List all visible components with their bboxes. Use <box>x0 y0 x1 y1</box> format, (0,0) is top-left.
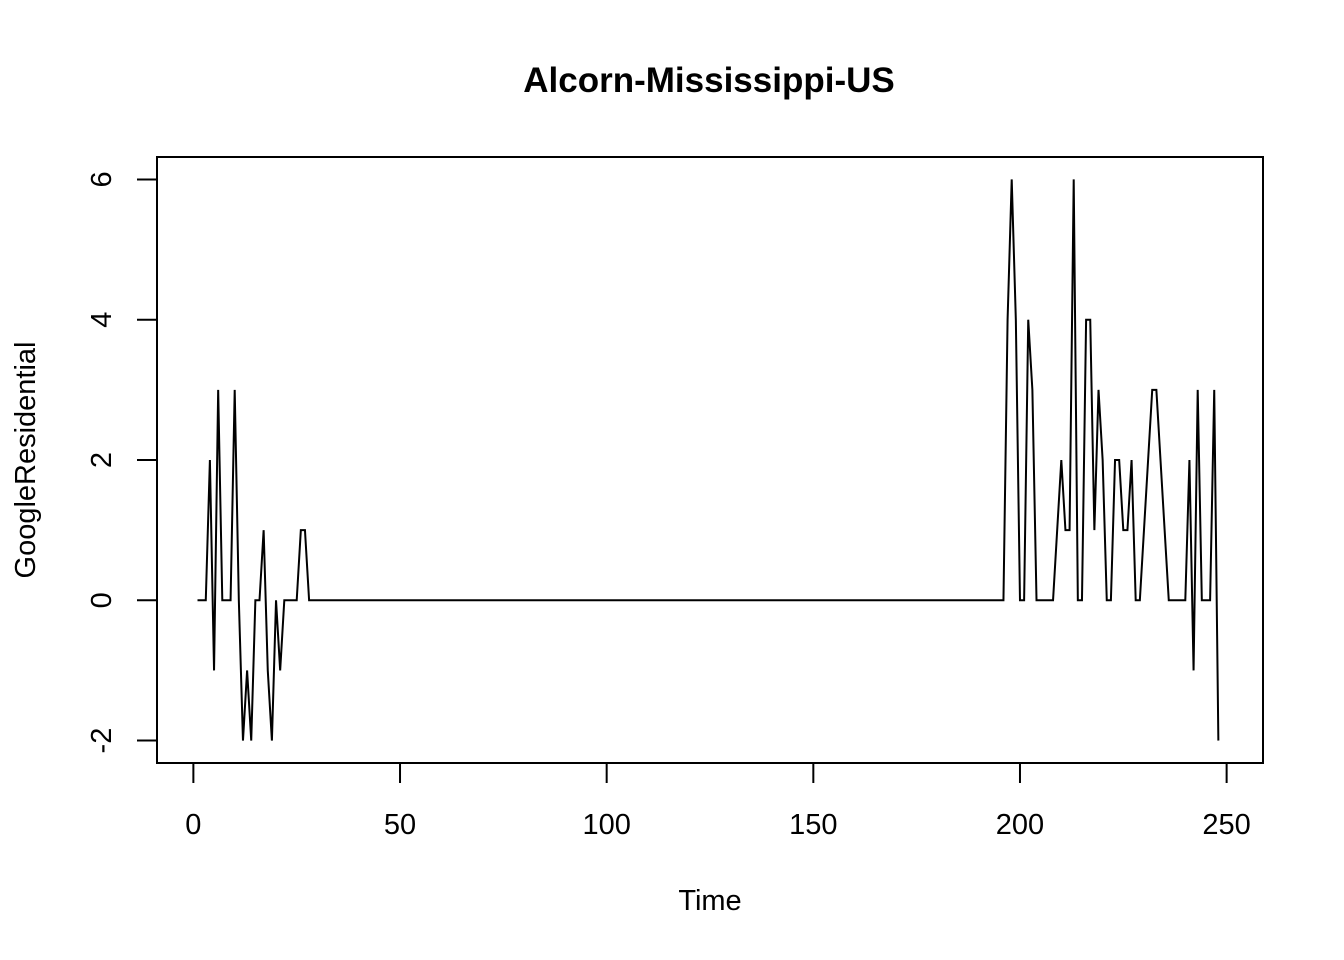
x-tick-label: 200 <box>996 809 1044 841</box>
x-tick-label: 0 <box>185 809 201 841</box>
y-tick-label: 4 <box>86 312 118 328</box>
chart-title: Alcorn-Mississippi-US <box>523 61 894 100</box>
y-tick-label: 0 <box>86 592 118 608</box>
y-axis-label: GoogleResidential <box>10 342 42 579</box>
x-axis-label: Time <box>678 885 741 917</box>
x-axis: 0 50 100 150 200 250 <box>185 762 1251 841</box>
y-tick-label: 6 <box>86 171 118 187</box>
x-tick-label: 250 <box>1202 809 1250 841</box>
y-axis: -2 0 2 4 6 <box>86 171 158 754</box>
series-line <box>197 179 1220 741</box>
x-tick-label: 50 <box>384 809 416 841</box>
y-tick-label: 2 <box>86 452 118 468</box>
y-tick-label: -2 <box>86 728 118 754</box>
x-tick-label: 150 <box>789 809 837 841</box>
series-layer <box>197 179 1220 741</box>
x-tick-label: 100 <box>582 809 630 841</box>
